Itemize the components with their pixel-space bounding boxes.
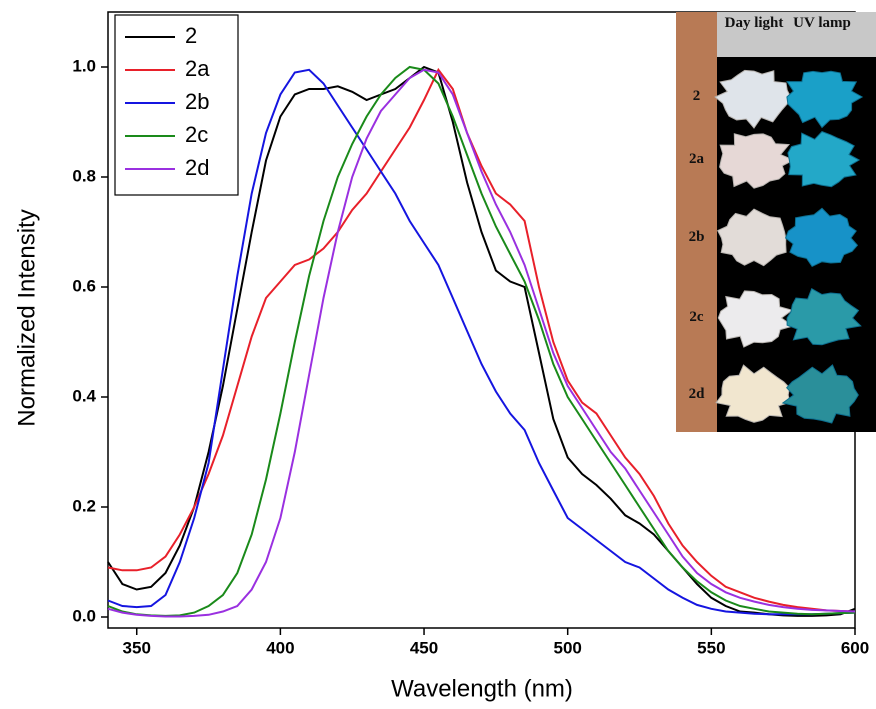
sample-photo: [786, 70, 864, 129]
sample-photo: [717, 290, 795, 348]
x-tick-label: 500: [554, 638, 582, 657]
inset-side-strip: [676, 12, 717, 432]
x-tick-label: 350: [123, 638, 151, 657]
data-line: [107, 65, 856, 617]
x-tick-label: 450: [410, 638, 438, 657]
sample-photo: [781, 364, 859, 424]
inset-row-label: 2a: [689, 151, 704, 167]
y-axis-label: Normalized Intensity: [13, 209, 40, 426]
data-line: [107, 65, 856, 617]
inset-column-header: UV lamp: [793, 15, 851, 31]
sample-photo: [786, 287, 862, 346]
inset-row-label: 2: [692, 88, 701, 104]
inset-column-header: Day light: [724, 15, 784, 31]
legend-box: [114, 14, 239, 196]
sample-photos: [714, 69, 864, 424]
sample-photo: [784, 207, 859, 268]
y-tick-label: 1.0: [72, 56, 96, 75]
legend-label: 2a: [185, 56, 210, 81]
sample-photo: [719, 133, 795, 189]
x-tick-label: 400: [266, 638, 294, 657]
inset-row-label: 2d: [688, 386, 705, 402]
legend-label: 2d: [185, 155, 209, 180]
inset-photo-panel: Day light UV lamp 2 2a 2b 2c 2d: [676, 12, 876, 432]
legend-label: 2c: [185, 122, 208, 147]
legend-label: 2: [185, 23, 197, 48]
sample-photo: [787, 131, 861, 188]
inset-row-label: 2b: [688, 229, 705, 245]
x-tick-label: 550: [697, 638, 725, 657]
sample-photo: [715, 364, 791, 423]
sample-photo: [717, 208, 787, 267]
y-tick-label: 0.2: [72, 496, 96, 515]
y-tick-label: 0.6: [72, 276, 96, 295]
data-line: [107, 68, 856, 616]
data-line: [107, 67, 856, 613]
y-tick-label: 0.4: [72, 386, 96, 405]
x-axis-label: Wavelength (nm): [391, 675, 573, 702]
legend-label: 2b: [185, 89, 209, 114]
data-line: [107, 68, 856, 618]
y-tick-label: 0.8: [72, 166, 96, 185]
inset-row-label: 2c: [689, 309, 704, 325]
x-tick-label: 600: [841, 638, 869, 657]
y-tick-label: 0.0: [72, 606, 96, 625]
inset-header: [717, 12, 876, 57]
sample-photo: [714, 69, 792, 129]
